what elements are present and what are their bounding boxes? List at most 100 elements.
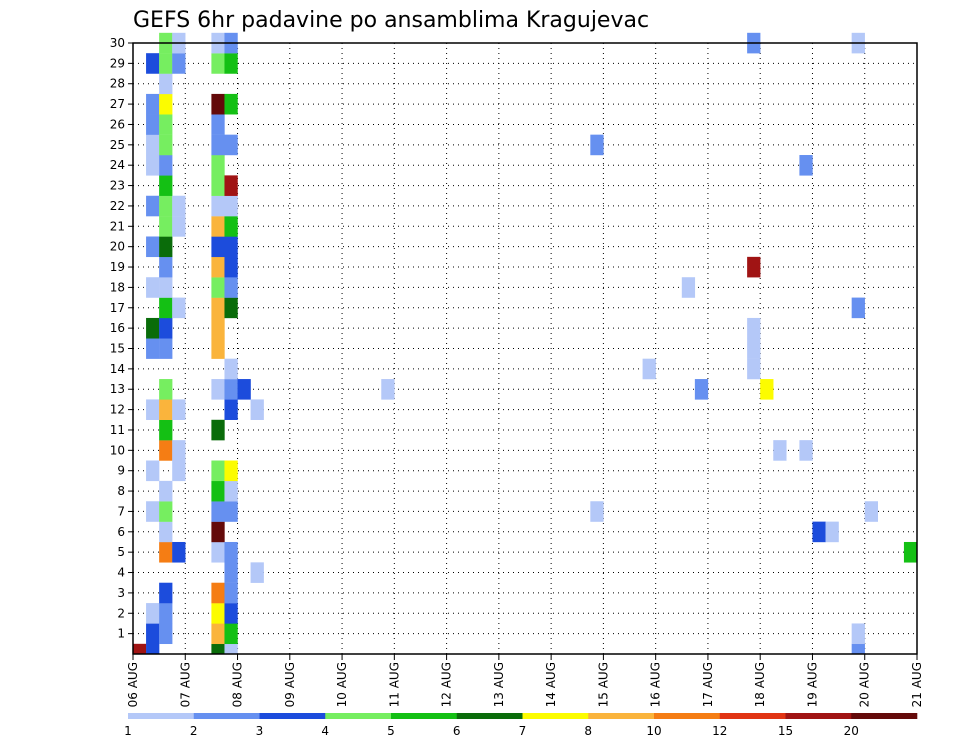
heatmap-cell xyxy=(224,643,238,655)
heatmap-cell xyxy=(159,155,173,176)
x-tick-label: 17 AUG xyxy=(701,662,715,707)
heatmap-cell xyxy=(146,643,160,655)
heatmap-cell xyxy=(172,216,186,237)
colorbar-segment xyxy=(785,713,852,719)
heatmap-cell xyxy=(146,623,160,645)
heatmap-cell xyxy=(211,603,225,624)
heatmap-cell xyxy=(159,379,173,400)
heatmap-cell xyxy=(211,216,225,237)
heatmap-cell xyxy=(224,358,238,380)
heatmap-cell xyxy=(903,541,918,563)
x-tick-label: 08 AUG xyxy=(231,662,245,707)
heatmap-cell xyxy=(812,521,826,543)
heatmap-cell xyxy=(211,114,225,135)
heatmap-cell xyxy=(159,195,173,217)
heatmap-cell xyxy=(159,623,173,645)
heatmap-cell xyxy=(224,175,238,196)
heatmap-cell xyxy=(146,460,160,482)
colorbar-label: 3 xyxy=(256,724,264,738)
colorbar-segment xyxy=(654,713,721,719)
heatmap-cell xyxy=(211,277,225,298)
y-tick-label: 15 xyxy=(110,342,125,356)
heatmap-cell xyxy=(224,582,238,604)
heatmap-cell xyxy=(159,297,173,319)
heatmap-cell xyxy=(237,379,251,400)
x-tick-label: 11 AUG xyxy=(387,662,401,707)
heatmap-cell xyxy=(159,603,173,624)
colorbar-segment xyxy=(128,713,195,719)
colorbar-segment xyxy=(259,713,326,719)
heatmap-cell xyxy=(146,134,160,156)
y-tick-label: 16 xyxy=(110,321,125,335)
heatmap-cell xyxy=(250,399,264,420)
y-tick-label: 19 xyxy=(110,260,125,274)
x-tick-label: 09 AUG xyxy=(283,662,297,707)
heatmap-cell xyxy=(825,521,839,543)
heatmap-cell xyxy=(172,399,186,420)
x-tick-label: 16 AUG xyxy=(649,662,663,707)
colorbar-segment xyxy=(193,713,260,719)
heatmap-cell xyxy=(211,460,225,482)
colorbar-segment xyxy=(522,713,589,719)
colorbar-label: 5 xyxy=(387,724,395,738)
y-tick-label: 17 xyxy=(110,301,125,315)
heatmap-cell xyxy=(172,195,186,217)
colorbar-label: 20 xyxy=(844,724,859,738)
heatmap-cell xyxy=(172,53,186,74)
heatmap-cell xyxy=(381,379,395,400)
heatmap-cell xyxy=(224,501,238,522)
heatmap-cell xyxy=(159,73,173,95)
y-axis: 1234567891011121314151617181920212223242… xyxy=(110,36,133,641)
heatmap-cell xyxy=(159,114,173,135)
colorbar-label: 15 xyxy=(778,724,793,738)
heatmap-cell xyxy=(146,155,160,176)
heatmap-cell xyxy=(211,195,225,217)
heatmap-cell xyxy=(851,623,865,645)
y-tick-label: 25 xyxy=(110,138,125,152)
colorbar-segment xyxy=(325,713,392,719)
heatmap-cell xyxy=(146,236,160,258)
y-tick-label: 7 xyxy=(117,504,125,518)
heatmap-cell xyxy=(159,134,173,156)
y-tick-label: 2 xyxy=(117,606,125,620)
heatmap-cell xyxy=(133,643,147,655)
heatmap-cell xyxy=(172,541,186,563)
grid xyxy=(133,42,917,654)
heatmap-cell xyxy=(224,623,238,645)
chart-title: GEFS 6hr padavine po ansamblima Kragujev… xyxy=(133,8,649,33)
heatmap-cell xyxy=(747,338,761,359)
y-tick-label: 1 xyxy=(117,627,125,641)
y-tick-label: 6 xyxy=(117,525,125,539)
cells xyxy=(133,32,918,655)
heatmap-cell xyxy=(159,521,173,543)
heatmap-cell xyxy=(159,582,173,604)
colorbar: 1 2 3 4 5 6 7 8 10 12 15 20 xyxy=(124,713,918,738)
heatmap-cell xyxy=(159,399,173,420)
heatmap-cell xyxy=(224,399,238,420)
heatmap-cell xyxy=(211,317,225,339)
heatmap-cell xyxy=(224,297,238,319)
colorbar-segment xyxy=(456,713,523,719)
heatmap-cell xyxy=(146,93,160,115)
heatmap-cell xyxy=(642,358,656,380)
heatmap-cell xyxy=(224,256,238,278)
y-tick-label: 22 xyxy=(110,199,125,213)
heatmap-cell xyxy=(146,277,160,298)
heatmap-cell xyxy=(159,501,173,522)
y-tick-label: 14 xyxy=(110,362,125,376)
heatmap-cell xyxy=(146,317,160,339)
y-tick-label: 11 xyxy=(110,423,125,437)
heatmap-cell xyxy=(159,256,173,278)
heatmap-cell xyxy=(159,236,173,258)
heatmap-cell xyxy=(211,501,225,522)
heatmap-cell xyxy=(224,562,238,583)
x-tick-label: 06 AUG xyxy=(126,662,140,707)
heatmap-cell xyxy=(224,134,238,156)
heatmap-cell xyxy=(747,358,761,380)
heatmap-cell xyxy=(224,53,238,74)
heatmap-cell xyxy=(146,195,160,217)
y-tick-label: 23 xyxy=(110,179,125,193)
heatmap-cell xyxy=(211,256,225,278)
colorbar-label: 1 xyxy=(124,724,132,738)
colorbar-segment xyxy=(851,713,918,719)
